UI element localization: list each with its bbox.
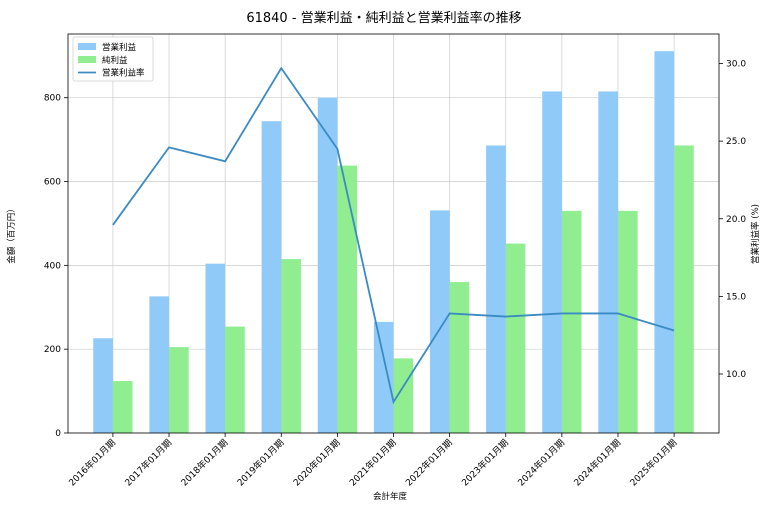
x-tick-label-2: 2018年01月期 (178, 437, 230, 489)
legend-label-0: 営業利益 (102, 42, 137, 53)
bar-operating-profit-1 (149, 296, 170, 433)
bar-net-profit-6 (449, 282, 470, 433)
left-tick-label-4: 800 (44, 94, 61, 104)
legend-swatch-0 (78, 43, 96, 50)
bar-net-profit-3 (281, 259, 301, 433)
right-axis-ticks: 10.0 15.0 20.0 25.0 30.0 (719, 59, 746, 380)
right-tick-label-1: 15.0 (726, 292, 746, 302)
bar-operating-profit-3 (261, 121, 282, 434)
right-tick-label-3: 25.0 (726, 137, 746, 147)
x-tick-label-8: 2024年01月期 (515, 437, 567, 489)
left-tick-label-2: 400 (44, 261, 61, 271)
x-tick-label-4: 2020年01月期 (291, 437, 343, 489)
bar-net-profit-1 (169, 347, 189, 433)
left-axis-ticks: 0 200 400 600 800 (44, 94, 68, 439)
bar-operating-profit-6 (429, 210, 450, 433)
bar-operating-profit-2 (205, 263, 226, 433)
y-axis-label-left: 金額（百万円） (6, 204, 17, 264)
y-axis-label-right: 営業利益率 (%) (750, 204, 761, 264)
x-tick-label-6: 2022年01月期 (403, 437, 455, 489)
x-tick-label-1: 2017年01月期 (122, 437, 174, 489)
x-axis-ticks: 2016年01月期 2017年01月期 2018年01月期 2019年01月期 2020… (66, 433, 679, 489)
legend-label-2: 営業利益率 (102, 68, 145, 79)
bar-net-profit-10 (674, 145, 694, 433)
legend-swatch-1 (78, 56, 96, 63)
bar-net-profit-0 (112, 381, 133, 433)
right-tick-label-4: 30.0 (726, 59, 746, 69)
x-tick-label-10: 2025年01月期 (627, 437, 679, 489)
x-tick-label-5: 2021年01月期 (347, 437, 399, 489)
bar-operating-profit-8 (542, 91, 562, 433)
bar-net-profit-2 (225, 326, 245, 433)
legend-label-1: 純利益 (102, 55, 128, 66)
bar-operating-profit-10 (654, 51, 675, 433)
right-tick-label-2: 20.0 (726, 215, 746, 225)
left-tick-label-0: 0 (55, 429, 61, 439)
x-tick-label-3: 2019年01月期 (235, 437, 287, 489)
x-tick-label-9: 2024年01月期 (571, 437, 623, 489)
bar-operating-profit-5 (373, 321, 394, 433)
chart-title: 61840 - 営業利益・純利益と営業利益率の推移 (246, 10, 521, 26)
margin-line (112, 66, 675, 405)
bar-operating-profit-9 (598, 91, 618, 433)
left-tick-label-3: 600 (44, 178, 61, 188)
bars (93, 51, 694, 434)
bar-net-profit-7 (505, 243, 526, 433)
bar-operating-profit-7 (486, 145, 506, 433)
bar-net-profit-4 (337, 165, 358, 433)
bar-net-profit-9 (617, 210, 638, 433)
x-tick-label-0: 2016年01月期 (66, 437, 118, 489)
right-tick-label-0: 10.0 (726, 370, 746, 380)
bar-operating-profit-0 (93, 338, 113, 433)
left-tick-label-1: 200 (44, 345, 61, 355)
x-axis-label: 会計年度 (373, 491, 408, 502)
x-tick-label-7: 2023年01月期 (459, 437, 511, 489)
bar-operating-profit-4 (317, 97, 338, 434)
bar-net-profit-8 (561, 210, 582, 433)
